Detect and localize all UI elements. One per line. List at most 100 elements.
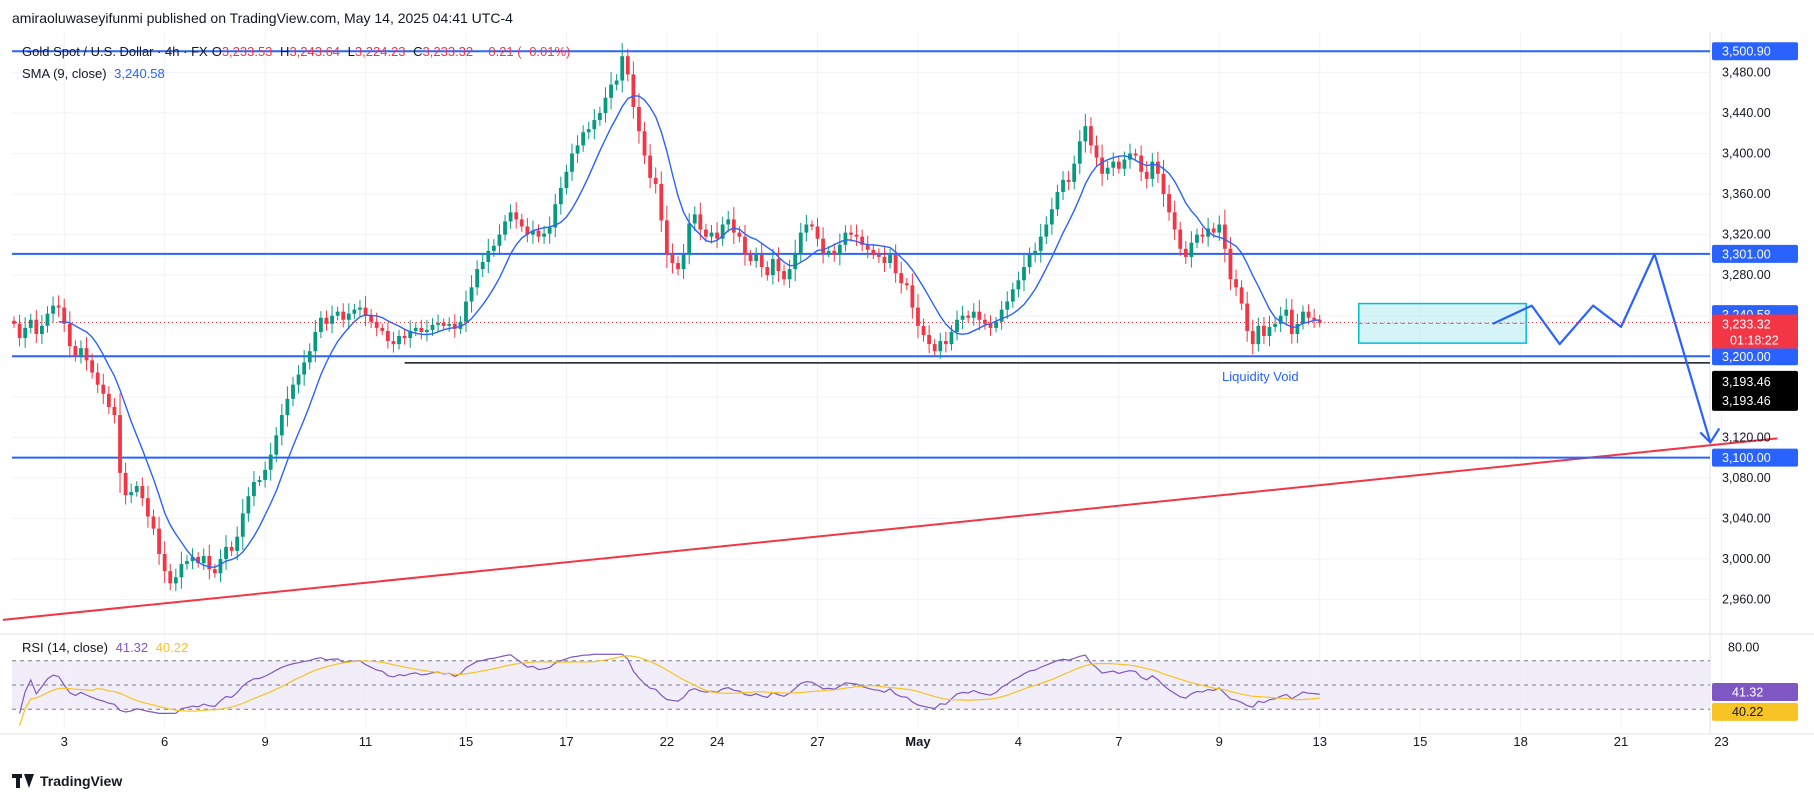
candle-body[interactable] [754, 254, 759, 261]
candle-body[interactable] [151, 516, 156, 529]
candle-body[interactable] [207, 555, 212, 570]
candle-body[interactable] [296, 374, 301, 385]
candle-body[interactable] [519, 219, 524, 227]
candle-body[interactable] [592, 120, 597, 130]
candle-body[interactable] [971, 311, 976, 318]
candle-body[interactable] [1077, 141, 1082, 164]
candle-body[interactable] [319, 317, 323, 332]
candle-body[interactable] [112, 406, 117, 416]
level-price-tag[interactable] [1712, 347, 1798, 366]
candle-body[interactable] [1262, 325, 1266, 336]
candle-body[interactable] [731, 219, 736, 233]
candle-body[interactable] [173, 577, 178, 584]
candle-body[interactable] [1256, 325, 1261, 345]
candle-body[interactable] [201, 555, 206, 564]
candle-body[interactable] [246, 496, 251, 514]
candle-body[interactable] [1195, 234, 1199, 243]
candle-body[interactable] [955, 319, 959, 332]
candle-body[interactable] [821, 238, 825, 253]
candle-body[interactable] [815, 226, 820, 239]
candle-body[interactable] [793, 252, 798, 270]
candle-body[interactable] [932, 344, 937, 352]
candle-body[interactable] [452, 323, 457, 329]
candle-body[interactable] [564, 171, 569, 188]
candle-body[interactable] [826, 250, 831, 253]
candle-body[interactable] [385, 330, 390, 342]
candle-body[interactable] [653, 177, 658, 184]
candle-body[interactable] [960, 315, 965, 320]
chart-canvas[interactable]: Liquidity Void 2,960.00 3,000.00 3,040.00 3,… [0, 32, 1814, 772]
candle-body[interactable] [1122, 159, 1127, 169]
candle-body[interactable] [425, 329, 429, 332]
candle-body[interactable] [1306, 311, 1311, 318]
candle-body[interactable] [1228, 248, 1233, 280]
candle-body[interactable] [1116, 161, 1121, 169]
candle-body[interactable] [553, 204, 558, 228]
candle-body[interactable] [447, 323, 452, 326]
candle-body[interactable] [397, 336, 401, 345]
candle-body[interactable] [391, 341, 396, 345]
candle-body[interactable] [692, 214, 697, 224]
candle-body[interactable] [1222, 224, 1227, 249]
candle-body[interactable] [977, 311, 982, 320]
candle-body[interactable] [1055, 192, 1060, 210]
candle-body[interactable] [776, 258, 781, 272]
candle-body[interactable] [849, 232, 853, 235]
candle-body[interactable] [759, 254, 764, 268]
candle-body[interactable] [324, 317, 329, 324]
candle-body[interactable] [949, 331, 954, 345]
candle-body[interactable] [1200, 234, 1205, 237]
candle-body[interactable] [620, 56, 625, 81]
sma-line[interactable] [58, 95, 1320, 568]
candle-body[interactable] [1206, 228, 1211, 237]
candle-body[interactable] [157, 528, 161, 554]
candle-body[interactable] [480, 261, 485, 270]
candle-body[interactable] [118, 415, 122, 473]
candle-body[interactable] [1234, 279, 1238, 288]
candle-body[interactable] [910, 285, 915, 308]
candle-body[interactable] [648, 155, 653, 178]
candle-body[interactable] [1005, 301, 1010, 310]
candle-body[interactable] [642, 131, 647, 156]
candle-body[interactable] [67, 323, 72, 347]
candle-body[interactable] [916, 307, 920, 326]
candle-body[interactable] [810, 224, 814, 227]
candle-body[interactable] [508, 212, 513, 222]
candle-body[interactable] [486, 250, 491, 262]
candle-body[interactable] [1072, 163, 1077, 182]
candle-body[interactable] [904, 283, 909, 286]
candle-body[interactable] [252, 481, 256, 497]
candle-body[interactable] [441, 322, 446, 326]
candle-body[interactable] [765, 267, 770, 276]
candle-body[interactable] [503, 221, 507, 235]
candle-body[interactable] [408, 330, 413, 339]
candle-body[interactable] [966, 315, 971, 318]
candle-body[interactable] [1172, 212, 1177, 230]
candle-body[interactable] [23, 327, 28, 339]
candle-body[interactable] [1312, 317, 1317, 320]
candle-body[interactable] [475, 269, 480, 288]
ascending-trendline[interactable] [2, 437, 1778, 621]
candle-body[interactable] [1010, 289, 1015, 302]
candle-body[interactable] [79, 348, 83, 357]
candle-body[interactable] [123, 472, 128, 496]
candle-body[interactable] [1178, 229, 1183, 249]
candle-body[interactable] [782, 271, 786, 280]
candle-body[interactable] [614, 80, 619, 85]
candle-body[interactable] [525, 226, 530, 235]
candle-body[interactable] [268, 454, 273, 470]
candle-body[interactable] [921, 325, 926, 335]
candle-body[interactable] [837, 244, 842, 255]
candle-body[interactable] [212, 569, 217, 574]
candle-body[interactable] [988, 323, 993, 328]
candle-body[interactable] [196, 557, 201, 564]
candle-body[interactable] [687, 223, 692, 255]
candle-body[interactable] [34, 319, 39, 334]
candle-body[interactable] [274, 435, 279, 455]
sma-legend[interactable]: SMA (9, close) 3,240.58 [22, 66, 169, 81]
candle-body[interactable] [224, 546, 228, 560]
candle-body[interactable] [45, 313, 50, 326]
candle-body[interactable] [877, 254, 881, 257]
candle-body[interactable] [330, 315, 334, 324]
candle-body[interactable] [335, 311, 340, 316]
